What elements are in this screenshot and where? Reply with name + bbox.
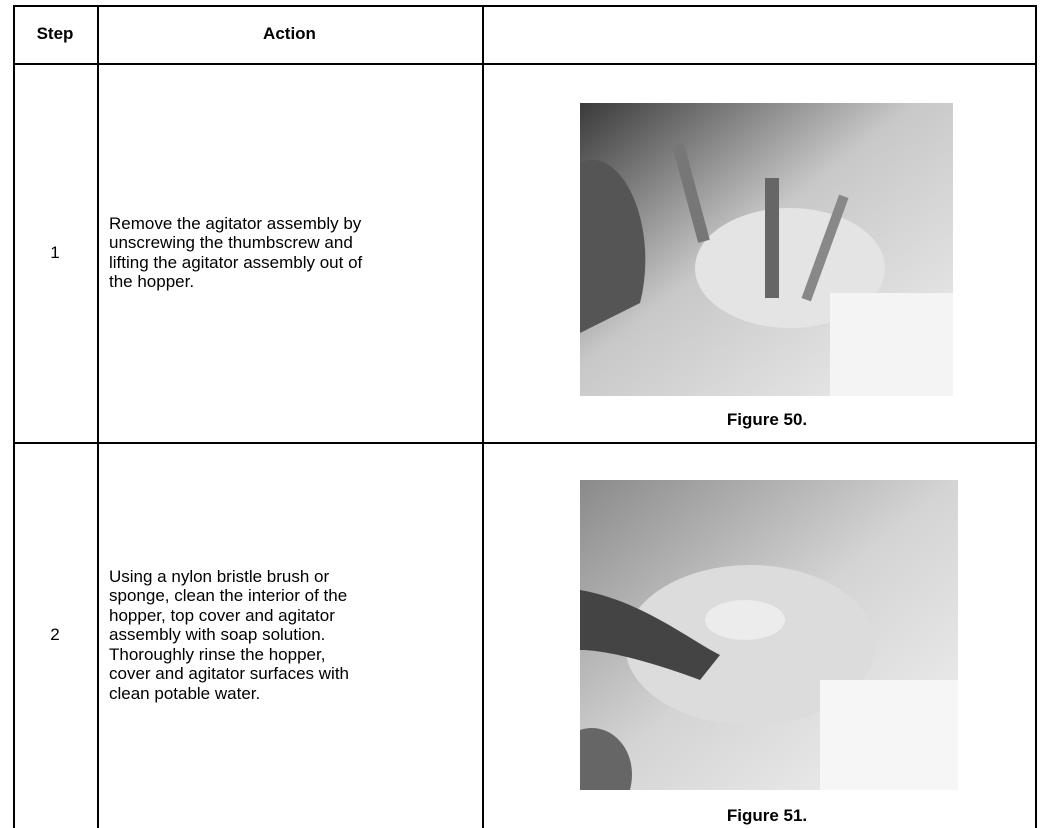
rule xyxy=(97,5,99,828)
action-line: unscrewing the thumbscrew and xyxy=(109,233,353,252)
header-cell: Action xyxy=(263,24,316,43)
action-line: hopper, top cover and agitator xyxy=(109,605,335,625)
rule xyxy=(13,5,15,828)
photo xyxy=(580,103,953,396)
action-text: Using a nylon bristle brush or sponge, cl… xyxy=(109,442,479,828)
action-line: clean potable water. xyxy=(109,683,261,703)
rule xyxy=(482,5,484,828)
action-line: sponge, clean the interior of the xyxy=(109,586,348,606)
rule xyxy=(13,5,1037,7)
action-line: cover and agitator surfaces with xyxy=(109,664,350,684)
rule xyxy=(13,442,1037,444)
action-line: the hopper. xyxy=(109,272,195,291)
rule xyxy=(1035,5,1037,828)
action-line: Thoroughly rinse the hopper, xyxy=(109,644,326,664)
header-cell: Step xyxy=(36,24,74,43)
photo xyxy=(580,480,958,790)
step-number: 2 xyxy=(50,625,60,644)
action-line: Using a nylon bristle brush or xyxy=(109,566,330,586)
rule xyxy=(13,63,1037,65)
figure-caption: Figure 50. xyxy=(726,410,808,429)
figure-caption: Figure 51. xyxy=(726,806,808,825)
action-line: assembly with soap solution. xyxy=(109,625,326,645)
step-number: 1 xyxy=(50,242,60,262)
action-line: lifting the agitator assembly out of xyxy=(109,252,363,272)
action-line: Remove the agitator assembly by xyxy=(109,213,362,233)
action-text: Remove the agitator assembly by unscrewin… xyxy=(109,63,479,442)
